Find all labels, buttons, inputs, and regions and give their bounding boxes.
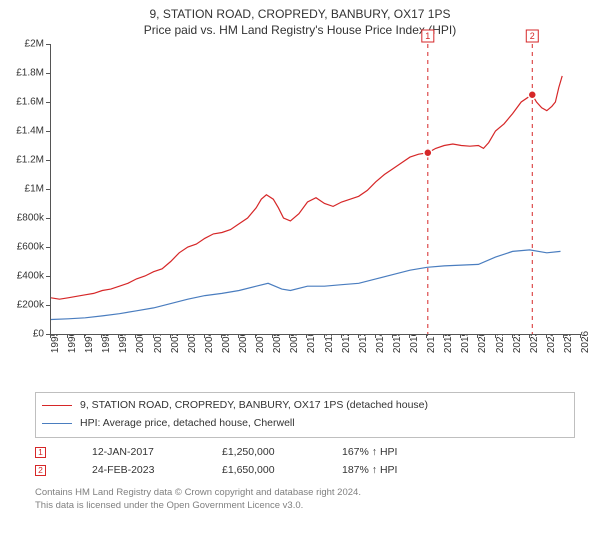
series-line-property <box>51 76 562 299</box>
footnote: Contains HM Land Registry data © Crown c… <box>35 487 575 513</box>
sale-marker-number: 1 <box>425 31 430 41</box>
title-line-2: Price paid vs. HM Land Registry's House … <box>0 22 600 38</box>
legend-label-property: 9, STATION ROAD, CROPREDY, BANBURY, OX17… <box>80 397 428 415</box>
bottom-block: 9, STATION ROAD, CROPREDY, BANBURY, OX17… <box>35 392 575 513</box>
sale-vs-hpi: 187% ↑ HPI <box>342 462 397 480</box>
y-tick-label: £1M <box>25 184 44 195</box>
chart-zone: £0 £200k £400k £600k £800k £1M £1.2M £1.4M £1.6M… <box>0 44 600 384</box>
sale-row: 2 24-FEB-2023£1,650,000187% ↑ HPI <box>35 462 575 480</box>
footnote-line-1: Contains HM Land Registry data © Crown c… <box>35 487 575 500</box>
y-tick-label: £0 <box>33 329 44 340</box>
sale-point <box>424 149 432 157</box>
sale-marker-mini: 2 <box>35 465 46 476</box>
sale-price: £1,250,000 <box>222 444 342 462</box>
legend-label-hpi: HPI: Average price, detached house, Cher… <box>80 415 295 433</box>
title-line-1: 9, STATION ROAD, CROPREDY, BANBURY, OX17… <box>0 6 600 22</box>
series-line-hpi <box>51 250 561 320</box>
y-tick-label: £800k <box>17 213 44 224</box>
plot-area: 12 <box>50 44 581 335</box>
y-tick-label: £1.8M <box>16 68 44 79</box>
y-tick-label: £200k <box>17 300 44 311</box>
plot-svg: 12 <box>51 44 581 334</box>
legend-swatch-hpi <box>42 423 72 424</box>
x-tick-label: 2026 <box>580 331 591 353</box>
legend-row-property: 9, STATION ROAD, CROPREDY, BANBURY, OX17… <box>42 397 568 415</box>
y-tick-label: £1.2M <box>16 155 44 166</box>
sale-row: 1 12-JAN-2017£1,250,000167% ↑ HPI <box>35 444 575 462</box>
sale-point <box>528 91 536 99</box>
sale-price: £1,650,000 <box>222 462 342 480</box>
y-tick-label: £1.6M <box>16 97 44 108</box>
chart-titles: 9, STATION ROAD, CROPREDY, BANBURY, OX17… <box>0 0 600 38</box>
legend-swatch-property <box>42 405 72 406</box>
sale-date: 24-FEB-2023 <box>92 462 222 480</box>
y-tick-label: £600k <box>17 242 44 253</box>
sale-marker-number: 2 <box>530 31 535 41</box>
footnote-line-2: This data is licensed under the Open Gov… <box>35 500 575 513</box>
sale-marker-mini: 1 <box>35 447 46 458</box>
y-tick-label: £2M <box>25 39 44 50</box>
legend: 9, STATION ROAD, CROPREDY, BANBURY, OX17… <box>35 392 575 438</box>
y-tick-label: £400k <box>17 271 44 282</box>
sale-vs-hpi: 167% ↑ HPI <box>342 444 397 462</box>
sale-date: 12-JAN-2017 <box>92 444 222 462</box>
y-tick-label: £1.4M <box>16 126 44 137</box>
legend-row-hpi: HPI: Average price, detached house, Cher… <box>42 415 568 433</box>
sale-rows: 1 12-JAN-2017£1,250,000167% ↑ HPI 2 24-FEB-… <box>35 444 575 480</box>
